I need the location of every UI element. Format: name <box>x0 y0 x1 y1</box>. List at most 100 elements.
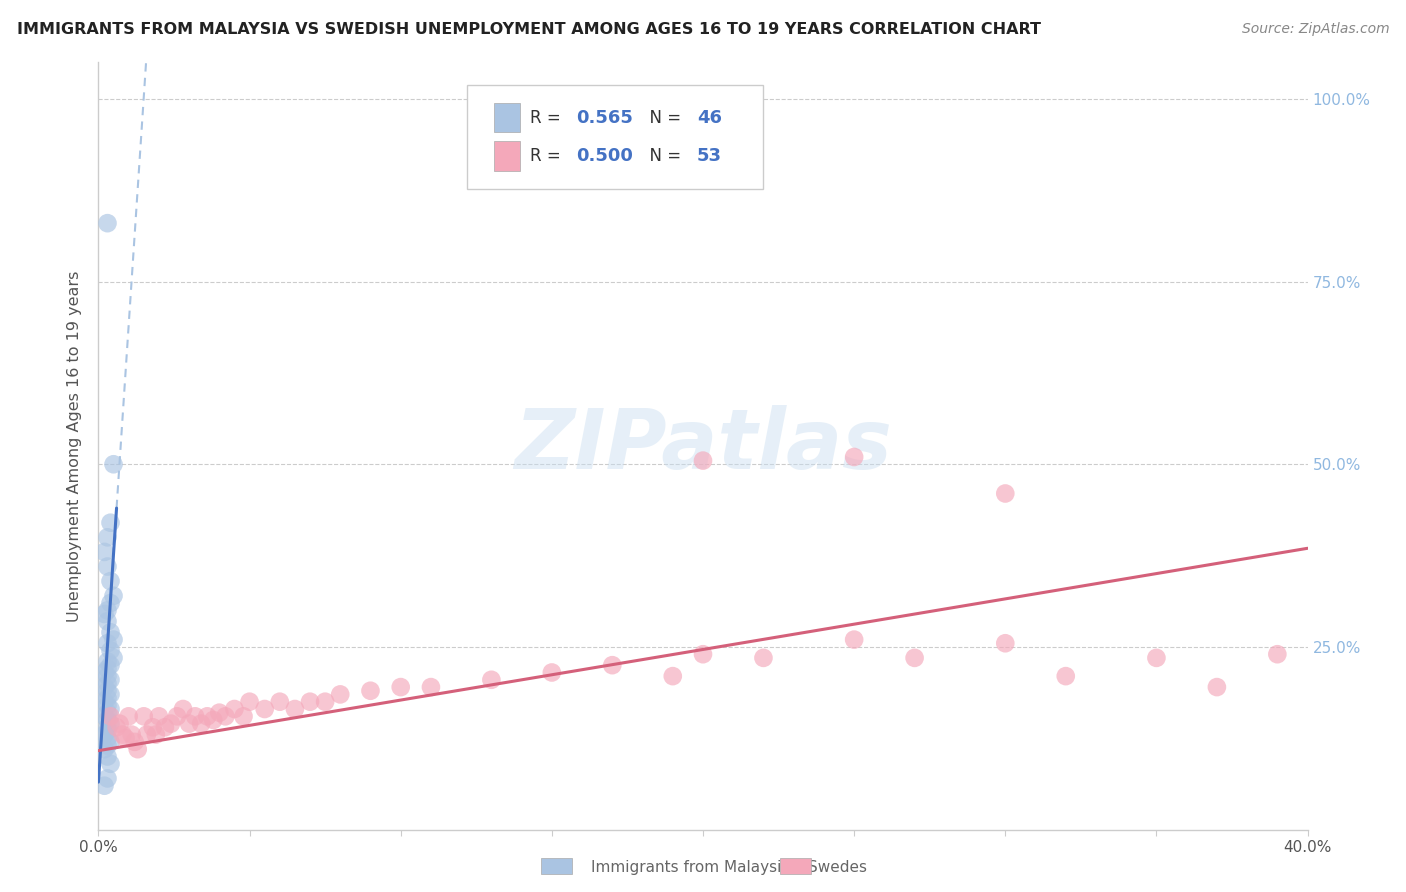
Point <box>96 655 118 669</box>
Point <box>93 728 115 742</box>
Point <box>93 665 115 680</box>
Point <box>329 687 352 701</box>
Text: Swedes: Swedes <box>808 860 868 874</box>
Point <box>1267 647 1289 661</box>
Point <box>1206 680 1229 694</box>
Text: R =: R = <box>530 109 567 127</box>
FancyBboxPatch shape <box>467 86 763 189</box>
Point <box>100 687 122 701</box>
Point <box>994 486 1017 500</box>
Point <box>360 683 382 698</box>
Point <box>100 658 122 673</box>
Point <box>239 695 262 709</box>
Point <box>103 651 125 665</box>
Point <box>100 716 122 731</box>
Point <box>96 706 118 720</box>
Point <box>93 695 115 709</box>
Point <box>692 647 714 661</box>
Point <box>124 735 146 749</box>
Text: R =: R = <box>530 147 567 165</box>
Point <box>96 615 118 629</box>
Text: 46: 46 <box>697 109 721 127</box>
Point <box>100 702 122 716</box>
Point <box>540 665 562 680</box>
Point <box>96 669 118 683</box>
Point <box>1144 651 1167 665</box>
Point <box>253 702 276 716</box>
Point <box>96 216 118 230</box>
Point <box>389 680 412 694</box>
Point <box>96 559 118 574</box>
Point <box>100 574 122 589</box>
Point <box>195 709 218 723</box>
Point <box>142 720 165 734</box>
Point <box>118 709 141 723</box>
Point <box>284 702 307 716</box>
Point <box>103 457 125 471</box>
Point <box>96 731 118 746</box>
Point <box>190 716 212 731</box>
Point <box>224 702 246 716</box>
Point <box>127 742 149 756</box>
Point <box>145 728 167 742</box>
Point <box>602 658 624 673</box>
Point <box>93 607 115 621</box>
Text: Immigrants from Malaysia: Immigrants from Malaysia <box>591 860 790 874</box>
Point <box>299 695 322 709</box>
Point <box>184 709 207 723</box>
Point <box>93 680 115 694</box>
Point <box>1054 669 1077 683</box>
Point <box>314 695 336 709</box>
Point <box>135 728 157 742</box>
Point <box>96 720 118 734</box>
Point <box>100 756 122 771</box>
Point <box>844 450 866 464</box>
Point <box>96 530 118 544</box>
Point <box>103 632 125 647</box>
Point <box>96 749 118 764</box>
Point <box>692 453 714 467</box>
Point <box>100 709 122 723</box>
Point <box>148 709 170 723</box>
Point <box>844 632 866 647</box>
FancyBboxPatch shape <box>494 142 520 170</box>
Point <box>214 709 236 723</box>
Point <box>96 691 118 706</box>
Point <box>93 709 115 723</box>
Point <box>100 643 122 657</box>
Point <box>108 716 131 731</box>
Point <box>100 625 122 640</box>
Text: 53: 53 <box>697 147 721 165</box>
Point <box>111 728 134 742</box>
Point <box>96 683 118 698</box>
Point <box>96 772 118 786</box>
Point <box>481 673 503 687</box>
Point <box>994 636 1017 650</box>
Point <box>105 720 128 734</box>
Point <box>208 706 231 720</box>
Point <box>121 728 143 742</box>
Point <box>160 716 183 731</box>
Point <box>752 651 775 665</box>
Point <box>166 709 188 723</box>
Point <box>96 723 118 738</box>
Point <box>100 673 122 687</box>
Point <box>132 709 155 723</box>
Point <box>661 669 683 683</box>
Text: IMMIGRANTS FROM MALAYSIA VS SWEDISH UNEMPLOYMENT AMONG AGES 16 TO 19 YEARS CORRE: IMMIGRANTS FROM MALAYSIA VS SWEDISH UNEM… <box>17 22 1040 37</box>
Point <box>96 698 118 713</box>
FancyBboxPatch shape <box>494 103 520 132</box>
Point <box>103 589 125 603</box>
Text: 0.500: 0.500 <box>576 147 633 165</box>
Point <box>100 516 122 530</box>
Point <box>100 735 122 749</box>
Point <box>179 716 201 731</box>
Point <box>93 779 115 793</box>
Point <box>420 680 443 694</box>
Point <box>114 731 136 746</box>
Point <box>93 545 115 559</box>
Text: Source: ZipAtlas.com: Source: ZipAtlas.com <box>1241 22 1389 37</box>
Point <box>202 713 225 727</box>
Point <box>269 695 291 709</box>
Text: N =: N = <box>638 147 686 165</box>
